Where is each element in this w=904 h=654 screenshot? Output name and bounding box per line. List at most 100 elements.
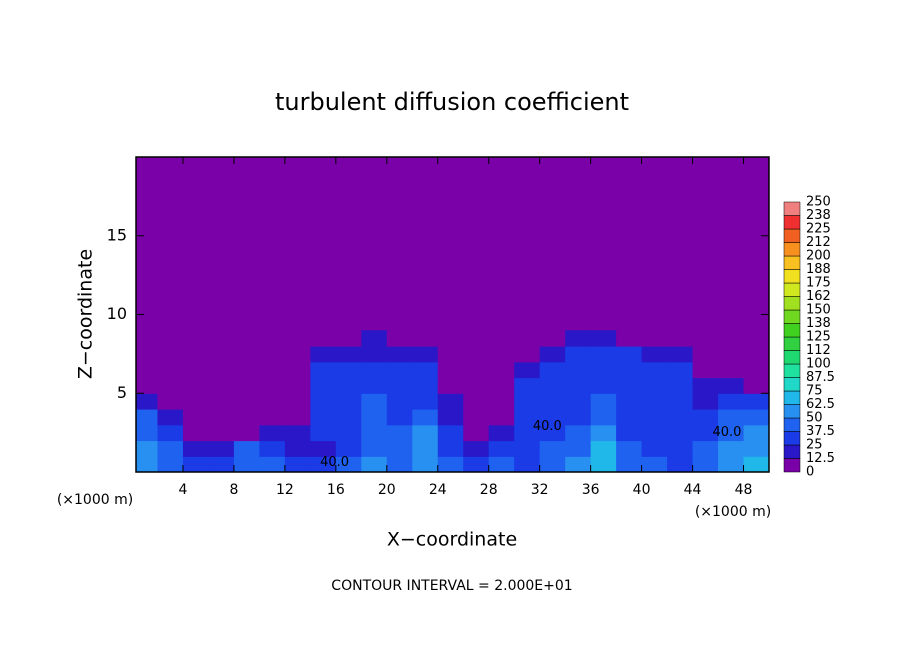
field-cell xyxy=(136,393,159,410)
field-cell xyxy=(335,361,362,379)
field-cell xyxy=(463,393,490,410)
colorbar-swatch xyxy=(783,215,801,230)
field-cell xyxy=(514,393,541,410)
field-cell xyxy=(565,424,592,442)
field-cell xyxy=(488,377,515,394)
field-cell xyxy=(361,346,388,363)
field-cell xyxy=(335,456,362,472)
field-cell xyxy=(182,440,210,457)
field-cell xyxy=(136,346,159,363)
field-cell xyxy=(718,330,745,347)
field-cell xyxy=(386,440,413,457)
field-cell xyxy=(667,409,694,426)
field-cell xyxy=(743,424,769,442)
field-cell xyxy=(743,377,769,394)
field-cell xyxy=(667,377,694,394)
x-tick-label: 16 xyxy=(327,482,345,498)
field-cell xyxy=(488,409,515,426)
field-cell xyxy=(182,377,210,394)
field-cell xyxy=(208,440,235,457)
field-cell xyxy=(437,393,464,410)
colorbar-swatch xyxy=(783,309,801,324)
field-cell xyxy=(157,440,184,457)
colorbar-label: 50 xyxy=(806,411,823,426)
field-cell xyxy=(539,330,566,347)
field-cell xyxy=(284,456,311,472)
field-cell xyxy=(667,440,694,457)
field-cell xyxy=(310,361,337,379)
field-cell xyxy=(667,393,694,410)
field-cell xyxy=(616,346,643,363)
field-cell xyxy=(437,377,464,394)
field-cell xyxy=(386,456,413,472)
field-cell xyxy=(514,409,541,426)
colorbar-swatch xyxy=(783,404,801,419)
field-cell xyxy=(743,409,769,426)
colorbar-swatch xyxy=(783,417,801,432)
colorbar-label: 75 xyxy=(806,384,823,399)
colorbar-swatch xyxy=(783,390,801,405)
contour-label: 40.0 xyxy=(712,425,741,440)
field-cell xyxy=(233,346,260,363)
field-cell xyxy=(641,377,668,394)
field-cell xyxy=(692,361,719,379)
field-cell xyxy=(463,409,490,426)
field-cell xyxy=(136,456,159,472)
colorbar-label: 150 xyxy=(806,303,831,318)
field-cell xyxy=(182,361,210,379)
field-cell xyxy=(692,377,719,394)
field-cell xyxy=(743,330,769,347)
colorbar-swatch xyxy=(783,363,801,378)
field-cell xyxy=(514,456,541,472)
field-cell xyxy=(565,440,592,457)
x-unit-label: (×1000 m) xyxy=(695,504,771,520)
field-cell xyxy=(361,424,388,442)
field-cell xyxy=(514,346,541,363)
field-cell xyxy=(514,440,541,457)
field-cell xyxy=(488,440,515,457)
field-cell xyxy=(616,424,643,442)
colorbar-label: 162 xyxy=(806,289,831,304)
field-cell xyxy=(514,361,541,379)
field-cell xyxy=(641,361,668,379)
x-unit-label: (×1000 m) xyxy=(57,492,133,508)
field-cell xyxy=(284,409,311,426)
contour-label: 40.0 xyxy=(320,455,349,470)
colorbar-label: 37.5 xyxy=(806,424,835,439)
field-cell xyxy=(565,330,592,347)
field-cell xyxy=(361,440,388,457)
field-cell xyxy=(182,393,210,410)
field-cell xyxy=(136,409,159,426)
field-cell xyxy=(361,377,388,394)
x-tick-label: 36 xyxy=(582,482,600,498)
colorbar-label: 87.5 xyxy=(806,370,835,385)
field-cell xyxy=(412,346,439,363)
field-cell xyxy=(539,346,566,363)
colorbar-label: 175 xyxy=(806,276,831,291)
colorbar-swatch xyxy=(783,296,801,311)
colorbar-swatch xyxy=(783,282,801,297)
field-cell xyxy=(259,440,286,457)
field-cell xyxy=(284,330,311,347)
field-cell xyxy=(136,377,159,394)
field-cell xyxy=(437,361,464,379)
field-cell xyxy=(539,456,566,472)
field-cell xyxy=(233,377,260,394)
field-cell xyxy=(590,456,617,472)
field-cell xyxy=(335,330,362,347)
field-cell xyxy=(208,393,235,410)
field-cell xyxy=(412,456,439,472)
field-cell xyxy=(743,361,769,379)
field-cell xyxy=(463,377,490,394)
colorbar-swatch xyxy=(783,269,801,284)
field-cell xyxy=(233,424,260,442)
field-cell xyxy=(692,393,719,410)
field-cell xyxy=(157,424,184,442)
colorbar-swatch xyxy=(783,431,801,446)
field-cell xyxy=(667,330,694,347)
field-cell xyxy=(539,440,566,457)
field-cell xyxy=(412,330,439,347)
field-cell xyxy=(310,377,337,394)
field-cell xyxy=(259,409,286,426)
field-cell xyxy=(259,361,286,379)
